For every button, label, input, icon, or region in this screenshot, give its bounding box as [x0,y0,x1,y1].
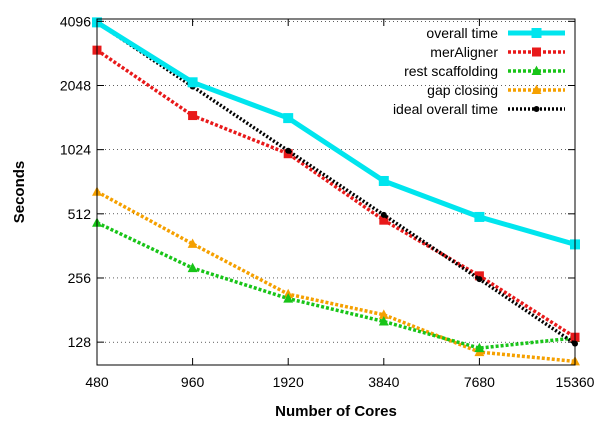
x-axis-title: Number of Cores [275,403,397,420]
x-tick-label: 480 [85,374,109,390]
data-point [380,211,387,218]
legend-label: rest scaffolding [404,63,498,79]
data-point [474,271,484,281]
series-line [96,20,576,346]
legend-item: gap closing [427,82,565,98]
ticks-layer: 128 256 512 1024 2048 4096 480 960 1920 3840 7680 1… [60,13,595,390]
legend-label: ideal overall time [393,101,498,117]
y-axis-title: Seconds [11,161,28,224]
y-tick-label: 128 [68,334,92,350]
x-tick-label: 3840 [368,374,399,390]
y-tick-label: 4096 [60,13,91,29]
data-point [378,175,389,186]
legend-item: merAligner [430,44,565,60]
data-point [187,262,198,273]
legend-label: overall time [426,25,498,41]
data-point [531,65,542,76]
data-point [187,238,198,248]
data-point [379,215,389,225]
data-point [378,309,389,319]
series-line [95,20,576,247]
data-point [283,113,294,124]
data-point [285,147,292,154]
legend: overall time merAligner rest scaffolding ga… [393,25,565,117]
x-tick-label: 1920 [273,374,304,390]
data-point [531,28,542,38]
legend-item: overall time [426,25,565,41]
data-point [532,47,541,57]
data-point [187,77,198,88]
y-tick-label: 256 [68,270,92,286]
data-point [474,342,485,353]
series-gap-closing [92,186,580,366]
data-point [474,211,485,222]
y-tick-label: 512 [68,206,92,222]
series-overall-time [92,17,580,250]
data-point [531,84,542,95]
series-line [96,190,576,364]
series-line [96,48,576,339]
legend-item: rest scaffolding [404,63,565,79]
series-rest-scaffolding [92,217,580,353]
legend-label: gap closing [427,82,498,98]
y-tick-label: 2048 [60,77,91,93]
series-line [96,221,576,350]
data-point [283,293,294,303]
y-tick-label: 1024 [60,142,91,158]
data-point [533,106,540,112]
data-point [378,316,389,326]
x-tick-label: 15360 [556,374,595,390]
legend-item: ideal overall time [393,101,565,117]
series-layer [92,17,580,366]
plot-frame [96,18,576,366]
legend-label: merAligner [430,44,498,60]
data-point [476,276,483,283]
x-tick-label: 7680 [464,374,495,390]
x-tick-label: 960 [181,374,205,390]
data-point [188,111,198,121]
